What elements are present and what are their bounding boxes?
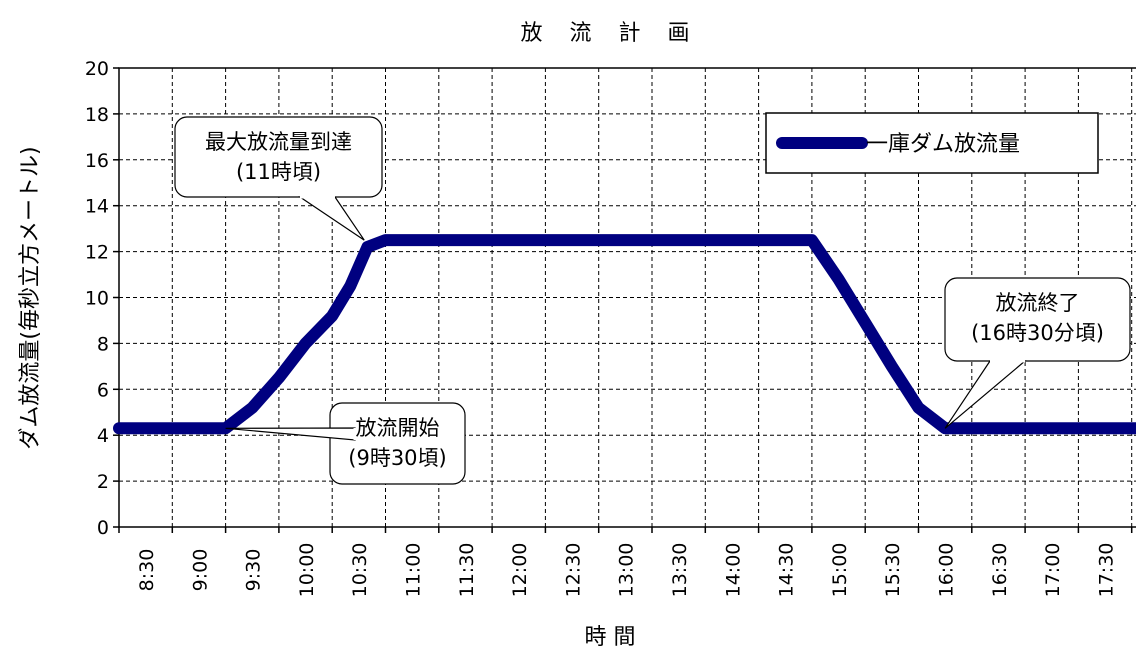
annotation-callout: 放流開始 (9時30頃) xyxy=(225,402,466,485)
y-tick-label: 10 xyxy=(85,288,109,310)
callout-text: (16時30分頃) xyxy=(971,321,1104,345)
callout-text: 最大放流量到達 xyxy=(205,130,352,154)
callout-text: 放流終了 xyxy=(996,291,1080,315)
x-tick-label: 12:30 xyxy=(562,543,584,598)
callout-pointer xyxy=(225,427,356,441)
y-tick-label: 16 xyxy=(85,150,109,172)
x-tick-label: 15:00 xyxy=(829,543,851,598)
chart-title: 放 流 計 画 xyxy=(521,21,700,46)
y-tick-label: 4 xyxy=(97,425,109,447)
x-tick-label: 16:00 xyxy=(936,543,958,598)
x-tick-label: 12:00 xyxy=(509,543,531,598)
annotation-callout: 放流終了 (16時30分頃) xyxy=(944,277,1131,429)
grid-lines xyxy=(119,68,1136,527)
x-tick-label: 11:00 xyxy=(403,543,425,598)
x-axis-ticks: 8:30 9:00 9:30 10:00 10:30 11:00 11:30 12:00 12:… xyxy=(118,527,1133,598)
legend-label: 一庫ダム放流量 xyxy=(866,132,1020,157)
series-layer xyxy=(113,234,1136,435)
plot-area-border xyxy=(118,67,1136,528)
series-line xyxy=(113,234,1136,435)
callout-box xyxy=(944,277,1131,362)
callout-text: (11時頃) xyxy=(236,160,321,184)
callout-box xyxy=(174,116,383,198)
x-tick-label: 17:30 xyxy=(1095,543,1117,598)
callout-text: (9時30頃) xyxy=(348,446,446,470)
x-tick-label: 14:30 xyxy=(776,543,798,598)
y-tick-label: 0 xyxy=(97,517,109,539)
annotations-layer: 放流開始 (9時30頃) 最大放流量到達 (11時頃) 放流終了 (16時30分頃) xyxy=(174,116,1131,485)
y-tick-label: 8 xyxy=(97,333,109,355)
x-tick-label: 17:00 xyxy=(1042,543,1064,598)
y-tick-label: 12 xyxy=(85,242,109,264)
callout-pointer xyxy=(298,196,365,241)
x-tick-label: 8:30 xyxy=(136,549,158,592)
y-tick-label: 20 xyxy=(85,58,109,80)
x-tick-label: 10:00 xyxy=(296,543,318,598)
y-tick-label: 6 xyxy=(97,379,109,401)
x-tick-label: 13:00 xyxy=(616,543,638,598)
x-tick-label: 14:00 xyxy=(722,543,744,598)
x-tick-label: 9:00 xyxy=(189,549,211,592)
y-tick-label: 2 xyxy=(97,471,109,493)
y-tick-label: 14 xyxy=(85,196,109,218)
y-tick-label: 18 xyxy=(85,104,109,126)
callout-pointer xyxy=(944,360,1027,429)
x-tick-label: 15:30 xyxy=(882,543,904,598)
x-axis-title: 時 間 xyxy=(585,625,636,650)
x-tick-label: 16:30 xyxy=(989,543,1011,598)
annotation-callout: 最大放流量到達 (11時頃) xyxy=(174,116,383,241)
y-axis-title: ダム放流量(毎秒立方メートル) xyxy=(18,146,43,449)
legend: 一庫ダム放流量 xyxy=(765,112,1099,174)
x-tick-label: 10:30 xyxy=(349,543,371,598)
x-tick-label: 11:30 xyxy=(456,543,478,598)
x-tick-label: 9:30 xyxy=(243,549,265,592)
y-axis-ticks: 0 2 4 6 8 10 12 14 16 18 20 xyxy=(85,58,119,539)
callout-text: 放流開始 xyxy=(356,416,440,440)
x-tick-label: 13:30 xyxy=(669,543,691,598)
callout-box xyxy=(329,402,466,485)
